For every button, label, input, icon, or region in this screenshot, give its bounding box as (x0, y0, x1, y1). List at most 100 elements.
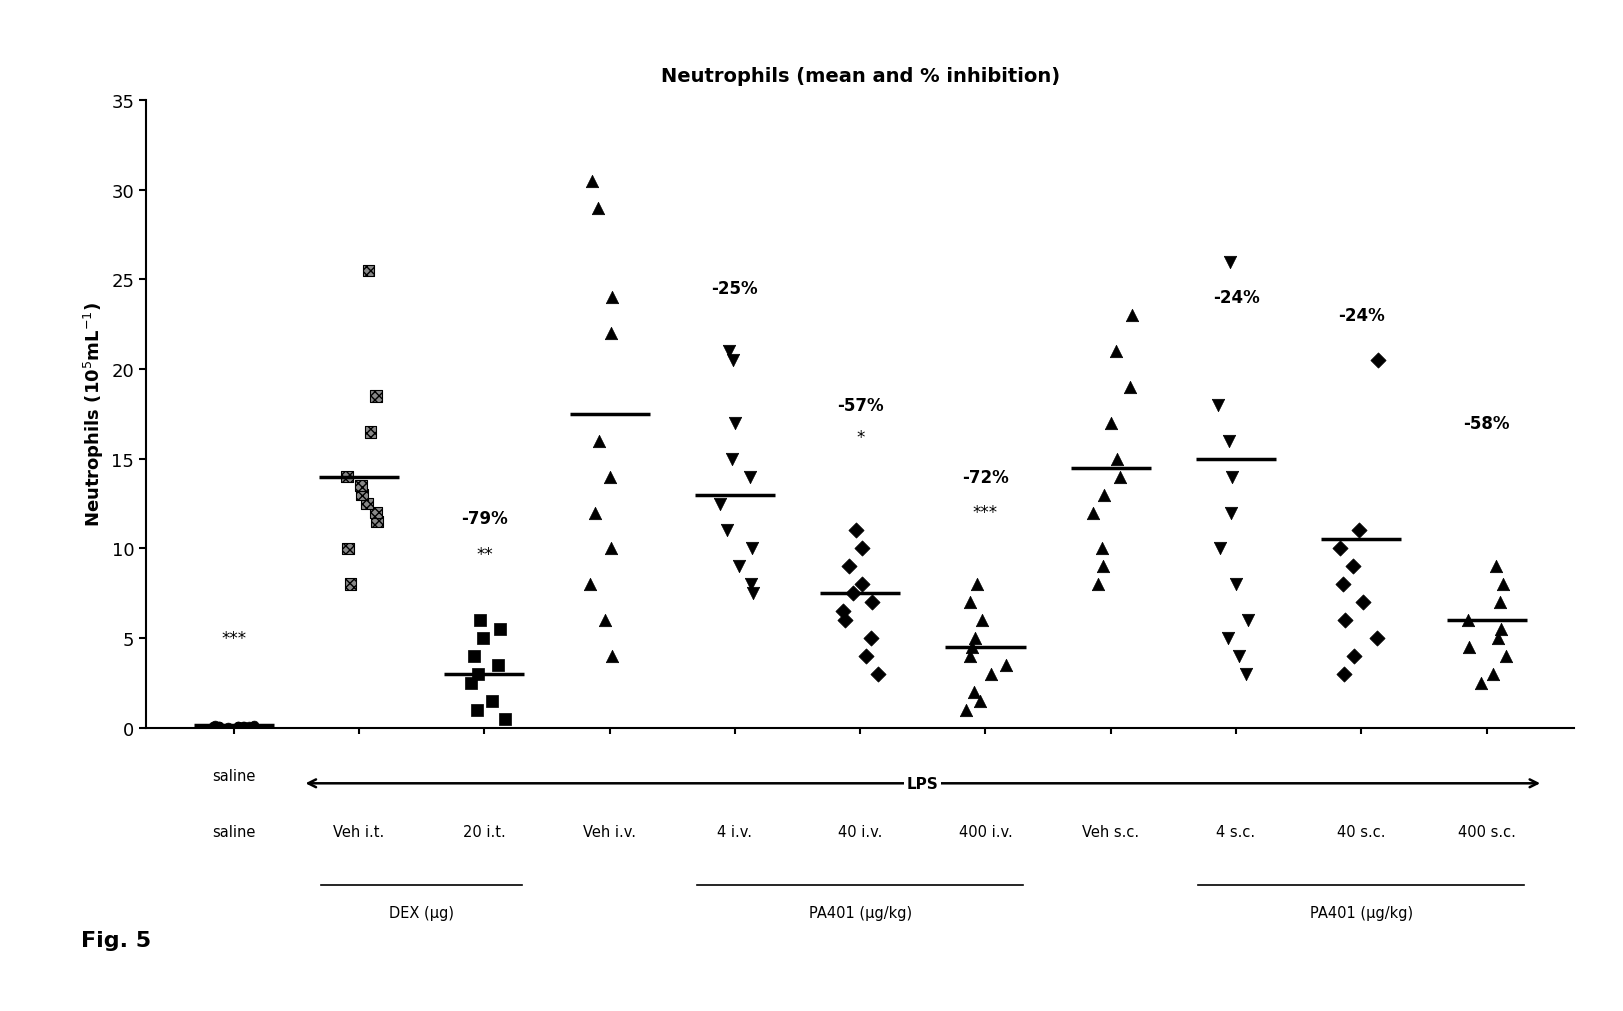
Point (364, 514, 390, 530)
Text: -72%: -72% (962, 468, 1010, 486)
Text: saline: saline (213, 824, 255, 839)
Point (364, 504, 390, 521)
Point (833, 613, 859, 629)
Point (597, 541, 623, 557)
Point (1488, 622, 1514, 638)
Point (1490, 576, 1516, 592)
Point (206, 718, 232, 734)
Point (738, 576, 764, 592)
Text: Veh s.c.: Veh s.c. (1083, 824, 1139, 839)
Point (583, 504, 609, 521)
Point (1233, 666, 1259, 682)
Point (1363, 630, 1389, 646)
Point (849, 576, 875, 592)
Point (1216, 434, 1242, 450)
Point (1081, 504, 1107, 521)
Point (1485, 630, 1511, 646)
Point (829, 604, 855, 620)
Point (1091, 487, 1117, 503)
Point (1091, 559, 1117, 575)
Point (993, 657, 1019, 673)
Point (1331, 613, 1357, 629)
Point (708, 496, 734, 513)
Point (200, 718, 226, 734)
Point (597, 469, 623, 485)
Point (230, 718, 256, 734)
Text: **: ** (476, 545, 493, 563)
Point (979, 666, 1005, 682)
Point (722, 416, 748, 432)
Point (1089, 541, 1115, 557)
Point (1107, 469, 1133, 485)
Point (364, 388, 390, 404)
Point (865, 666, 891, 682)
Point (962, 630, 988, 646)
Point (958, 594, 984, 611)
Point (1118, 308, 1144, 325)
Point (599, 290, 625, 306)
Point (1219, 469, 1245, 485)
Point (1208, 541, 1233, 557)
Point (956, 648, 982, 664)
Point (836, 559, 862, 575)
Point (959, 639, 985, 655)
Point (1235, 613, 1261, 629)
Y-axis label: Neutrophils (10$^5$mL$^{-1}$): Neutrophils (10$^5$mL$^{-1}$) (81, 302, 105, 527)
Text: Veh i.t.: Veh i.t. (333, 824, 385, 839)
Point (226, 718, 252, 734)
Point (1217, 254, 1243, 270)
Point (206, 718, 232, 734)
Point (859, 630, 885, 646)
Point (716, 344, 742, 360)
Point (1099, 416, 1125, 432)
Point (586, 434, 612, 450)
Point (355, 263, 381, 279)
Text: 400 s.c.: 400 s.c. (1457, 824, 1516, 839)
Point (1117, 379, 1143, 395)
Point (229, 718, 255, 734)
Text: PA401 (μg/kg): PA401 (μg/kg) (1310, 905, 1414, 920)
Point (714, 523, 740, 539)
Point (578, 576, 604, 592)
Point (592, 613, 618, 629)
Point (467, 613, 493, 629)
Text: DEX (μg): DEX (μg) (390, 905, 454, 920)
Point (216, 719, 242, 735)
Point (969, 613, 995, 629)
Point (1104, 451, 1130, 467)
Text: LPS: LPS (907, 776, 938, 791)
Text: ***: *** (221, 629, 247, 647)
Point (201, 718, 227, 734)
Point (1331, 666, 1357, 682)
Text: -24%: -24% (1212, 289, 1259, 307)
Text: *: * (855, 429, 865, 447)
Title: Neutrophils (mean and % inhibition): Neutrophils (mean and % inhibition) (661, 67, 1060, 86)
Point (1365, 353, 1391, 369)
Point (240, 718, 266, 734)
Point (487, 622, 513, 638)
Point (240, 719, 266, 735)
Text: PA401 (μg/kg): PA401 (μg/kg) (808, 905, 912, 920)
Point (740, 585, 766, 602)
Point (1456, 639, 1482, 655)
Point (599, 326, 625, 342)
Point (839, 585, 865, 602)
Point (461, 648, 487, 664)
Point (464, 702, 490, 718)
Point (719, 451, 745, 467)
Text: Veh i.v.: Veh i.v. (583, 824, 636, 839)
Point (1206, 397, 1232, 413)
Text: -79%: -79% (461, 510, 508, 528)
Point (721, 353, 747, 369)
Text: 20 i.t.: 20 i.t. (463, 824, 506, 839)
Point (354, 496, 380, 513)
Text: -57%: -57% (837, 396, 883, 415)
Point (579, 174, 605, 190)
Point (466, 666, 492, 682)
Point (1345, 523, 1371, 539)
Point (357, 425, 383, 441)
Text: saline: saline (213, 768, 255, 784)
Point (492, 711, 518, 727)
Point (237, 718, 263, 734)
Text: -25%: -25% (711, 280, 758, 298)
